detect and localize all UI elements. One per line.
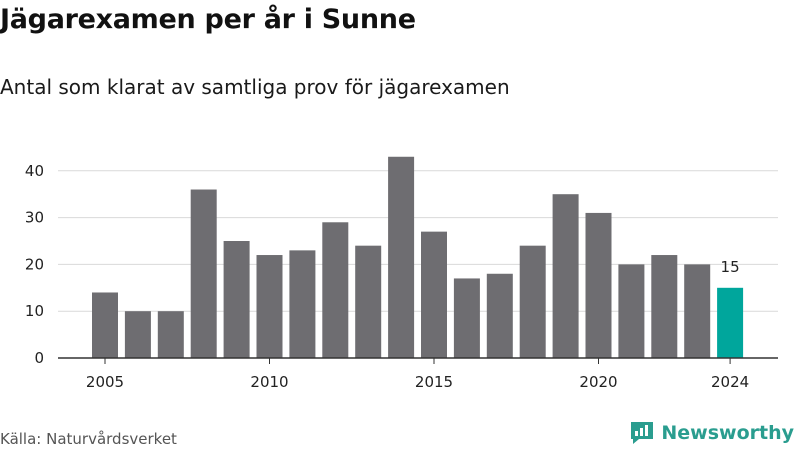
- bar-chart: 0 10 20 30 40 2005 2010 2015 2020 2024 15: [25, 156, 778, 391]
- axes: [58, 357, 778, 364]
- x-tick-label-2010: 2010: [250, 373, 288, 391]
- bar-2008: [190, 189, 217, 358]
- brand-logo[interactable]: Newsworthy: [629, 420, 794, 446]
- bar-2022: [651, 255, 678, 358]
- source-note: Källa: Naturvårdsverket: [0, 430, 177, 448]
- chart-subtitle: Antal som klarat av samtliga prov för jä…: [0, 75, 510, 99]
- y-tick-label-30: 30: [25, 209, 44, 227]
- bar-2018: [519, 245, 546, 358]
- bar-2006: [124, 311, 151, 358]
- bar-2024: [717, 287, 744, 358]
- bar-2023: [684, 264, 711, 358]
- x-tick-label-2024: 2024: [711, 373, 749, 391]
- bar-2009: [223, 241, 250, 358]
- bar-2014: [388, 156, 415, 358]
- y-tick-label-0: 0: [34, 349, 44, 367]
- y-tick-label-40: 40: [25, 162, 44, 180]
- chat-bubble-bar-chart-icon: [631, 422, 654, 444]
- bar-2010: [256, 255, 283, 358]
- x-tick-label-2020: 2020: [579, 373, 617, 391]
- bar-2011: [289, 250, 316, 358]
- bar-2015: [421, 231, 447, 358]
- y-tick-label-10: 10: [25, 302, 44, 320]
- bar-2019: [552, 194, 579, 358]
- bar-2020: [585, 212, 612, 358]
- data-label-2024: 15: [721, 258, 740, 276]
- bars: [92, 156, 744, 358]
- bar-2007: [157, 311, 184, 358]
- y-tick-label-20: 20: [25, 255, 44, 273]
- bar-2005: [92, 292, 118, 358]
- x-tick-label-2005: 2005: [86, 373, 124, 391]
- x-tick-label-2015: 2015: [415, 373, 453, 391]
- bar-2012: [322, 222, 349, 358]
- labels: 0 10 20 30 40 2005 2010 2015 2020 2024 15: [25, 162, 749, 391]
- bar-2016: [453, 278, 480, 358]
- bar-2021: [618, 264, 645, 358]
- brand-name: Newsworthy: [661, 422, 794, 444]
- chart-title: Jägarexamen per år i Sunne: [0, 4, 416, 35]
- bar-2017: [486, 273, 513, 358]
- bar-2013: [355, 245, 382, 358]
